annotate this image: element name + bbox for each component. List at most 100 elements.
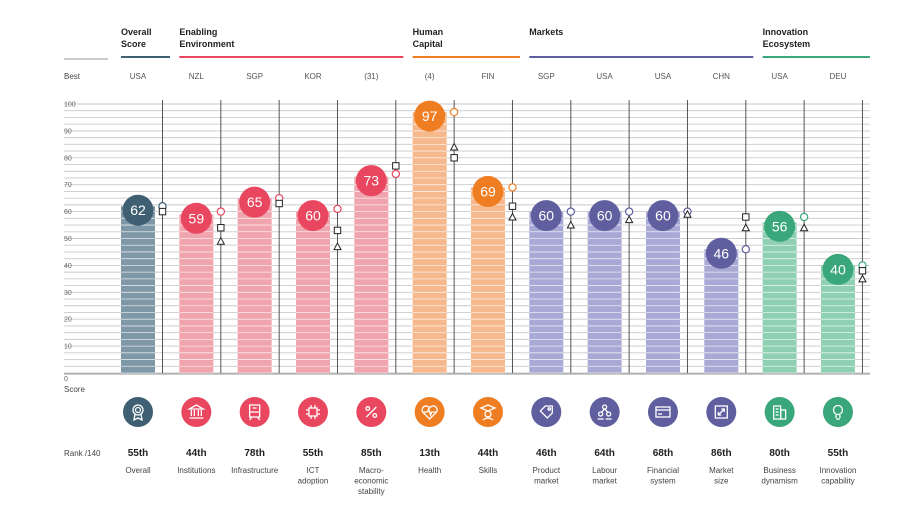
- marker-square: [392, 162, 400, 170]
- y-tick-label: 10: [64, 344, 72, 351]
- marker-previous: [566, 207, 576, 216]
- marker-square: [742, 213, 750, 221]
- icon-stroke: [372, 413, 378, 418]
- y-tick-label: 0: [64, 376, 68, 383]
- icon-badge: [531, 397, 562, 427]
- tag-icon: [531, 397, 562, 427]
- score-value-label: 59: [189, 210, 205, 226]
- rank-label: Rank /140: [64, 449, 101, 458]
- score-circle: [472, 175, 504, 207]
- marker-square: [508, 202, 517, 210]
- marker-square: [450, 154, 458, 162]
- people-icon: [589, 397, 620, 427]
- pillar-label: Business: [763, 466, 795, 475]
- score-circle: [822, 253, 854, 285]
- pillar-column: SGP 60 46th Product market: [529, 72, 576, 486]
- percent-icon: [356, 397, 387, 427]
- icon-stroke: [717, 412, 722, 416]
- rank-value: 55th: [128, 448, 149, 459]
- icon-stroke: [423, 406, 436, 418]
- icon-badge: [472, 397, 503, 427]
- marker-previous: [508, 183, 517, 192]
- icon-stroke: [721, 408, 725, 412]
- pillar-label: market: [534, 477, 559, 486]
- icon-stroke: [308, 407, 318, 417]
- rank-value: 78th: [244, 448, 265, 459]
- rank-value: 85th: [361, 448, 382, 459]
- group-title: Innovation: [763, 27, 809, 37]
- score-value-label: 60: [305, 208, 321, 224]
- best-country-label: (4): [425, 72, 435, 81]
- icon-stroke: [539, 405, 553, 419]
- rank-value: 46th: [536, 448, 557, 459]
- heartbeat-icon: [414, 397, 445, 427]
- icon-badge: [764, 397, 795, 427]
- marker-previous: [449, 107, 459, 117]
- score-circle: [297, 200, 329, 232]
- best-country-label: USA: [655, 72, 672, 81]
- best-country-label: USA: [130, 72, 147, 81]
- score-circle: [705, 237, 737, 269]
- group-title: Human: [413, 27, 444, 37]
- group-title: Capital: [413, 39, 443, 49]
- score-value-label: 56: [772, 218, 788, 234]
- bar: [179, 214, 214, 373]
- score-value-label: 60: [597, 208, 613, 224]
- y-tick-label: 20: [64, 317, 72, 324]
- pillar-label: Macro-: [359, 466, 384, 475]
- score-circle: [122, 194, 154, 226]
- institution-icon: [181, 397, 212, 427]
- score-value-label: 60: [539, 208, 555, 224]
- marker-previous: [216, 207, 226, 216]
- y-tick-label: 40: [64, 263, 72, 270]
- graduate-icon: [472, 397, 503, 427]
- bar: [704, 249, 739, 373]
- rank-value: 44th: [186, 448, 207, 459]
- icon-badge: [822, 397, 853, 427]
- icon-stroke: [479, 404, 497, 412]
- group-title: Overall: [121, 27, 152, 37]
- score-circle: [414, 100, 446, 132]
- marker-triangle: [566, 220, 576, 229]
- icon-stroke: [604, 408, 609, 413]
- pillar-label: economic: [354, 477, 388, 486]
- marker-triangle: [858, 274, 867, 283]
- pillar-label: capability: [821, 477, 854, 486]
- group-title: Environment: [179, 39, 234, 49]
- icon-stroke: [365, 406, 371, 411]
- icon-stroke: [132, 404, 144, 416]
- icon-badge: [297, 397, 328, 427]
- marker-previous: [333, 204, 342, 214]
- group-title: Enabling: [179, 27, 217, 37]
- best-country-label: CHN: [713, 72, 731, 81]
- marker-previous: [624, 207, 634, 216]
- score-circle: [764, 210, 796, 242]
- pillar-label: Skills: [479, 466, 498, 475]
- marker-previous: [741, 245, 751, 254]
- score-label: Score: [64, 385, 85, 394]
- score-circle: [180, 202, 212, 234]
- pillar-column: SGP 65 78th Infrastructure: [231, 72, 284, 475]
- icon-stroke: [714, 405, 728, 419]
- pillar-label: Overall: [125, 466, 151, 475]
- best-country-label: DEU: [830, 72, 847, 81]
- marker-square: [275, 199, 283, 208]
- pillar-label: Financial: [647, 466, 679, 475]
- y-tick-label: 30: [64, 290, 72, 297]
- medal-icon: [123, 397, 153, 427]
- best-label: Best: [64, 72, 81, 81]
- marker-triangle: [683, 209, 692, 218]
- marker-triangle: [799, 223, 809, 232]
- rank-value: 44th: [478, 448, 499, 459]
- score-circle: [589, 200, 621, 232]
- pillar-column: USA 60 64th Labour market: [587, 72, 634, 486]
- expand-icon: [706, 397, 737, 427]
- best-country-label: NZL: [189, 72, 205, 81]
- pillar-label: dynamism: [761, 477, 798, 486]
- rank-value: 55th: [303, 448, 324, 459]
- y-tick-label: 60: [64, 209, 72, 216]
- chip-icon: [297, 397, 328, 427]
- marker-triangle: [333, 242, 342, 251]
- rank-value: 64th: [594, 448, 615, 459]
- icon-badge: [589, 397, 620, 427]
